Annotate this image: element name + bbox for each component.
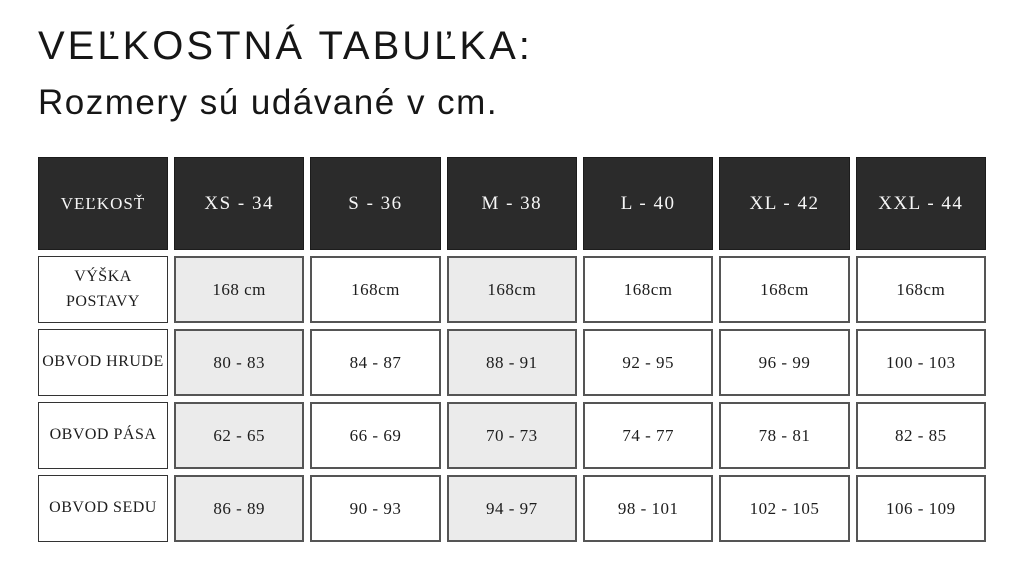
value-cell: 66 - 69 bbox=[310, 402, 441, 469]
value-cell: 70 - 73 bbox=[446, 402, 577, 469]
size-table: VEĽKOSŤ XS - 34 S - 36 M - 38 L - 40 XL … bbox=[38, 157, 986, 542]
column-header-xxl: XXL - 44 bbox=[855, 157, 986, 250]
row-label-waist: OBVOD PÁSA bbox=[38, 402, 168, 469]
value-cell: 168cm bbox=[446, 256, 577, 323]
value-cell: 82 - 85 bbox=[855, 402, 986, 469]
value-cell: 168 cm bbox=[174, 256, 305, 323]
value-cell: 168cm bbox=[310, 256, 441, 323]
value-cell: 92 - 95 bbox=[582, 329, 714, 396]
column-header-xs: XS - 34 bbox=[174, 157, 305, 250]
page-subtitle: Rozmery sú udávané v cm. bbox=[38, 83, 499, 122]
value-cell: 90 - 93 bbox=[310, 475, 441, 542]
value-cell: 168cm bbox=[582, 256, 714, 323]
column-header-m: M - 38 bbox=[446, 157, 577, 250]
row-label-height: VÝŠKA POSTAVY bbox=[38, 256, 168, 323]
value-cell: 100 - 103 bbox=[855, 329, 986, 396]
value-cell: 80 - 83 bbox=[174, 329, 305, 396]
row-label-hips: OBVOD SEDU bbox=[38, 475, 168, 542]
row-label-chest: OBVOD HRUDE bbox=[38, 329, 168, 396]
value-cell: 98 - 101 bbox=[582, 475, 714, 542]
column-header-s: S - 36 bbox=[310, 157, 441, 250]
value-cell: 88 - 91 bbox=[446, 329, 577, 396]
value-cell: 94 - 97 bbox=[446, 475, 577, 542]
column-header-l: L - 40 bbox=[582, 157, 714, 250]
value-cell: 96 - 99 bbox=[719, 329, 850, 396]
value-cell: 106 - 109 bbox=[855, 475, 986, 542]
title-block: VEĽKOSTNÁ TABUĽKA: Rozmery sú udávané v … bbox=[38, 26, 533, 123]
table-corner-header: VEĽKOSŤ bbox=[38, 157, 168, 250]
value-cell: 84 - 87 bbox=[310, 329, 441, 396]
value-cell: 86 - 89 bbox=[174, 475, 305, 542]
value-cell: 168cm bbox=[719, 256, 850, 323]
page-title: VEĽKOSTNÁ TABUĽKA: bbox=[38, 24, 533, 68]
column-header-xl: XL - 42 bbox=[719, 157, 850, 250]
value-cell: 74 - 77 bbox=[582, 402, 714, 469]
value-cell: 78 - 81 bbox=[719, 402, 850, 469]
value-cell: 62 - 65 bbox=[174, 402, 305, 469]
value-cell: 168cm bbox=[855, 256, 986, 323]
value-cell: 102 - 105 bbox=[719, 475, 850, 542]
